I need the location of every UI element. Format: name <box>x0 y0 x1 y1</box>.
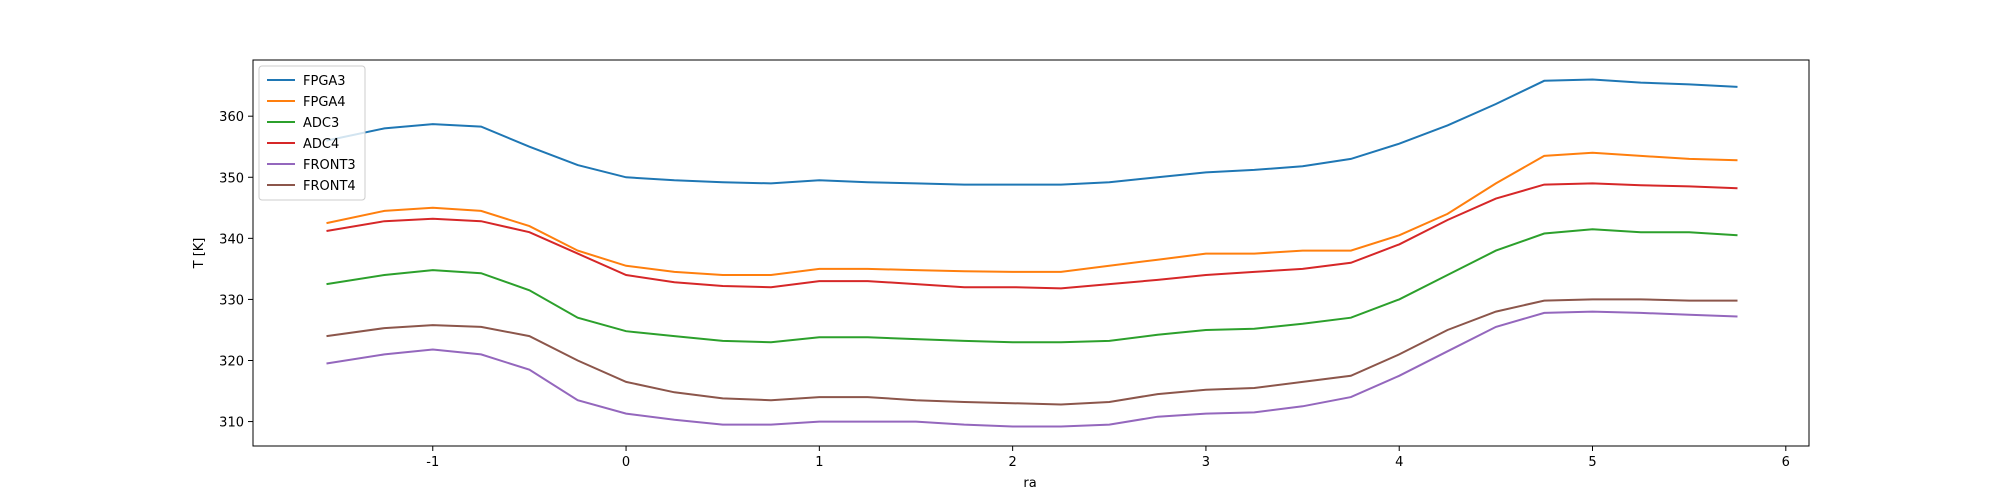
y-tick-label: 320 <box>219 354 244 369</box>
y-tick-label: 330 <box>219 293 244 308</box>
y-axis-label: T [K] <box>192 238 207 270</box>
legend-label: FRONT4 <box>303 179 356 194</box>
legend-label: ADC4 <box>303 137 339 152</box>
legend-frame <box>258 65 366 201</box>
x-tick-label: 6 <box>1782 455 1790 470</box>
legend: FPGA3 FPGA4 ADC3 ADC4 FRONT3 FRONT4 <box>258 65 366 201</box>
y-tick-label: 350 <box>219 171 244 186</box>
x-tick-label: 0 <box>622 455 630 470</box>
legend-label: ADC3 <box>303 116 339 131</box>
x-tick-label: -1 <box>426 455 439 470</box>
series-line <box>326 228 1738 344</box>
series-line <box>326 182 1738 290</box>
x-axis-label: ra <box>1023 476 1036 491</box>
series-line <box>326 151 1738 276</box>
x-tick-label: 5 <box>1588 455 1596 470</box>
series-line <box>326 310 1738 428</box>
y-tick-label: 360 <box>219 110 244 125</box>
series-line <box>326 78 1738 186</box>
plot-frame <box>252 59 1810 447</box>
y-tick-label: 310 <box>219 416 244 431</box>
legend-label: FPGA4 <box>303 95 346 110</box>
y-tick-label: 340 <box>219 232 244 247</box>
x-tick-label: 3 <box>1202 455 1210 470</box>
legend-label: FRONT3 <box>303 158 356 173</box>
x-tick-label: 2 <box>1008 455 1016 470</box>
legend-label: FPGA3 <box>303 74 346 89</box>
series-line <box>326 298 1738 406</box>
x-tick-label: 4 <box>1395 455 1403 470</box>
x-tick-label: 1 <box>815 455 823 470</box>
